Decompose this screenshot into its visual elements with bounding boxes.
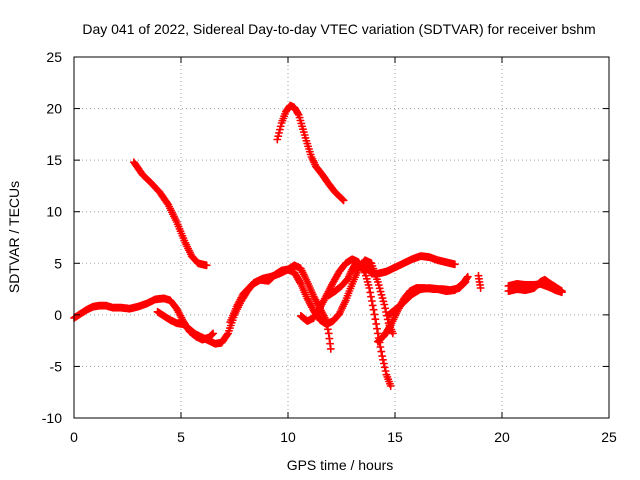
data-series	[70, 101, 566, 390]
x-tick-label: 15	[387, 429, 403, 445]
grid-lines	[74, 57, 609, 418]
y-tick-label: 25	[46, 49, 62, 65]
y-tick-label: 0	[54, 307, 62, 323]
series-arc-11	[474, 271, 485, 292]
y-tick-label: -5	[50, 358, 63, 374]
x-tick-label: 5	[177, 429, 185, 445]
series-arc-2	[129, 158, 211, 270]
series-arc-6	[296, 255, 395, 390]
series-arc-13	[504, 275, 566, 296]
y-tick-label: 15	[46, 152, 62, 168]
series-arc-8	[361, 252, 459, 278]
x-tick-labels: 0 5 10 15 20 25	[70, 429, 617, 445]
y-tick-label: -10	[42, 410, 62, 426]
y-tick-label: 10	[46, 204, 62, 220]
y-axis-label: SDTVAR / TECUs	[6, 181, 22, 293]
series-arc-10	[384, 272, 472, 319]
y-tick-label: 20	[46, 101, 62, 117]
chart-title: Day 041 of 2022, Sidereal Day-to-day VTE…	[82, 21, 595, 37]
x-tick-label: 10	[280, 429, 296, 445]
x-tick-label: 25	[601, 429, 617, 445]
y-tick-label: 5	[54, 255, 62, 271]
x-axis-label: GPS time / hours	[287, 457, 394, 473]
x-tick-label: 0	[70, 429, 78, 445]
series-arc-3	[153, 261, 335, 353]
y-tick-labels: -10 -5 0 5 10 15 20 25	[42, 49, 62, 426]
series-arc-7	[324, 258, 361, 300]
x-tick-label: 20	[494, 429, 510, 445]
series-arc-5	[273, 101, 348, 205]
axis-ticks	[73, 56, 610, 419]
plot-border	[73, 56, 610, 419]
